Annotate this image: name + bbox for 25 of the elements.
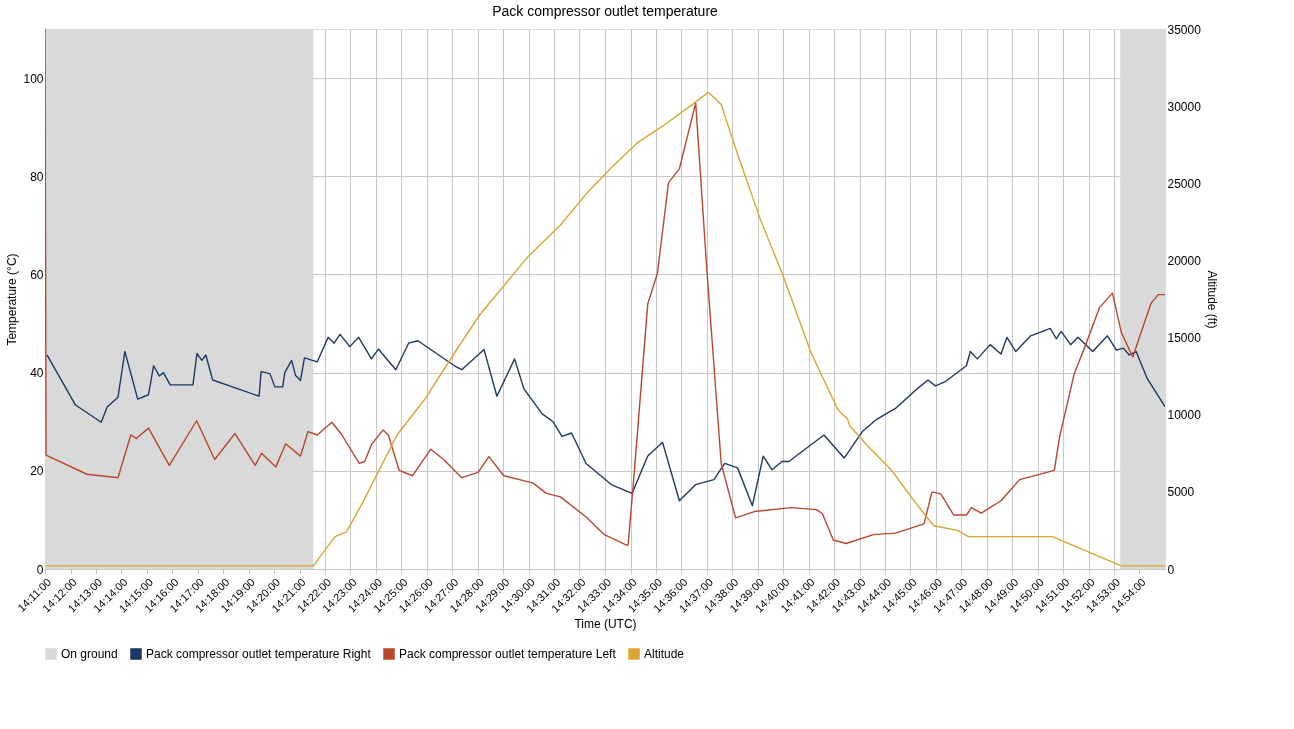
legend-label: On ground [61, 647, 118, 661]
y2-tick-label: 5000 [1167, 485, 1195, 500]
line-series [46, 327, 1165, 507]
y-tick-label: 80 [30, 169, 44, 184]
x-axis-title: Time (UTC) [574, 616, 637, 631]
y-tick-label: 40 [30, 366, 44, 381]
legend-label: Altitude [644, 647, 685, 661]
line-series [45, 29, 1165, 546]
legend-label: Pack compressor outlet temperature Right [146, 647, 372, 661]
y2-tick-label: 25000 [1167, 176, 1202, 191]
legend-label: Pack compressor outlet temperature Left [399, 647, 617, 661]
y-axis-title: Temperature (°C) [5, 253, 20, 346]
y2-axis-title: Altitude (ft) [1204, 270, 1219, 329]
line-series [45, 91, 1165, 567]
y2-tick-label: 30000 [1167, 99, 1202, 114]
y-tick-label: 100 [23, 71, 44, 86]
y2-tick-label: 10000 [1167, 408, 1202, 423]
y-tick-label: 20 [30, 464, 44, 479]
y-tick-label: 0 [36, 562, 44, 577]
y2-tick-label: 20000 [1167, 253, 1202, 268]
y2-tick-label: 0 [1167, 562, 1175, 577]
chart-title: Pack compressor outlet temperature [492, 3, 719, 19]
y2-tick-label: 35000 [1167, 22, 1202, 37]
y2-tick-label: 15000 [1167, 331, 1202, 346]
y-tick-label: 60 [30, 267, 44, 282]
